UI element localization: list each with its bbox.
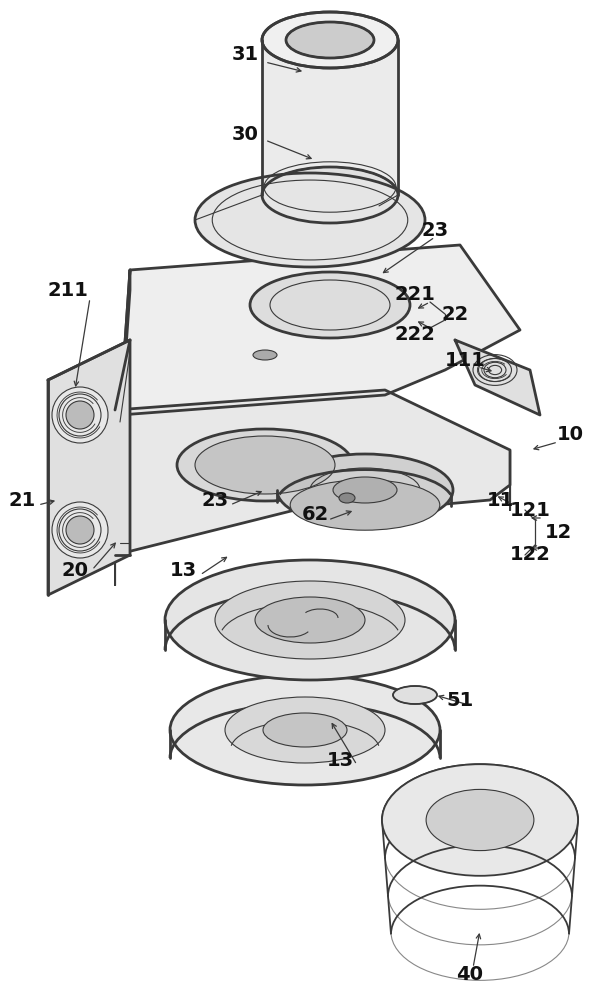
Text: 13: 13 [169,560,197,580]
Ellipse shape [277,454,453,526]
Text: 51: 51 [446,690,473,710]
Ellipse shape [290,480,440,530]
Ellipse shape [66,401,94,429]
Polygon shape [262,40,398,195]
Ellipse shape [195,436,335,494]
Text: 21: 21 [8,490,36,510]
Ellipse shape [170,675,440,785]
Ellipse shape [215,581,405,659]
Text: 23: 23 [421,221,448,239]
Text: 10: 10 [557,426,583,444]
Ellipse shape [52,387,108,443]
Polygon shape [115,390,510,555]
Text: 31: 31 [232,45,258,64]
Polygon shape [120,270,130,435]
Ellipse shape [286,22,374,58]
Text: 40: 40 [457,966,484,984]
Ellipse shape [255,597,365,643]
Ellipse shape [52,502,108,558]
Polygon shape [120,245,520,415]
Polygon shape [48,340,130,595]
Text: 62: 62 [301,506,328,524]
Ellipse shape [333,477,397,503]
Text: 13: 13 [327,750,353,770]
Ellipse shape [165,560,455,680]
Ellipse shape [225,697,385,763]
Text: 111: 111 [444,351,485,369]
Text: 122: 122 [510,546,551,564]
Text: 30: 30 [232,125,258,144]
Ellipse shape [263,713,347,747]
Text: 22: 22 [441,306,469,324]
Ellipse shape [262,12,398,68]
Ellipse shape [195,173,425,267]
Text: 211: 211 [48,280,89,300]
Text: 221: 221 [394,286,435,304]
Text: 20: 20 [62,560,89,580]
Ellipse shape [426,789,534,851]
Polygon shape [455,340,540,415]
Ellipse shape [382,764,578,876]
Ellipse shape [262,167,398,223]
Text: 11: 11 [486,490,514,510]
Text: 12: 12 [544,524,571,542]
Ellipse shape [66,516,94,544]
Ellipse shape [177,429,353,501]
Ellipse shape [393,686,437,704]
Text: 23: 23 [201,490,229,510]
Ellipse shape [253,350,277,360]
Ellipse shape [339,493,355,503]
Ellipse shape [250,272,410,338]
Text: 222: 222 [394,326,435,344]
Text: 121: 121 [510,500,551,520]
